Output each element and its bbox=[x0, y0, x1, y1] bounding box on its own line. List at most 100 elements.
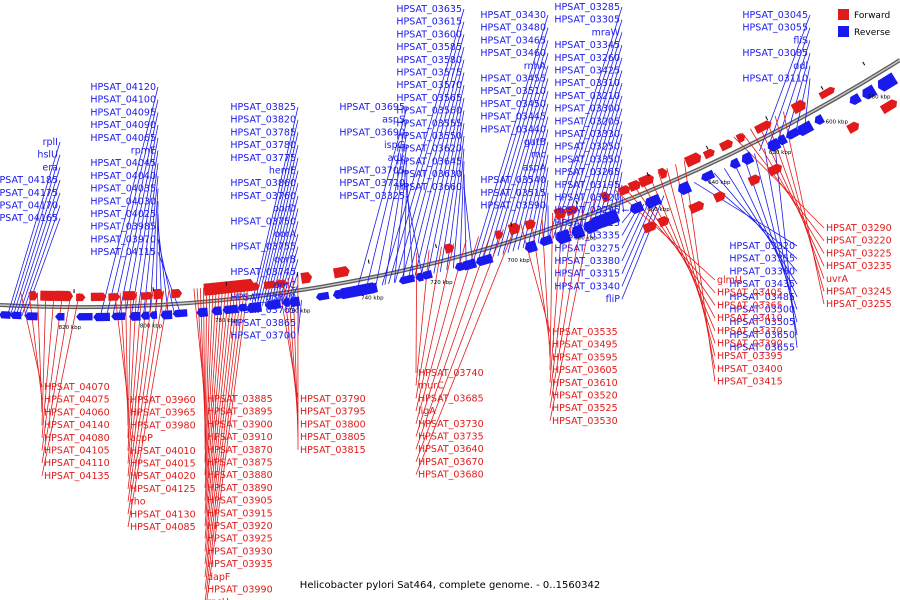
forward-gene-label: HPSAT_03365 bbox=[717, 300, 783, 311]
forward-leader-line bbox=[749, 128, 825, 254]
reverse-gene-label: hslU bbox=[37, 150, 58, 161]
legend-forward-swatch bbox=[838, 9, 849, 20]
forward-gene bbox=[153, 288, 164, 300]
reverse-gene-label: HPSAT_03785 bbox=[230, 127, 296, 138]
reverse-leader-line bbox=[542, 192, 549, 242]
forward-gene-label: HPSAT_03815 bbox=[300, 445, 366, 456]
reverse-gene-label: oorD bbox=[273, 204, 296, 215]
reverse-leader-line bbox=[381, 8, 465, 286]
forward-gene-label: dapF bbox=[207, 572, 230, 583]
reverse-gene-label: HPSAT_03485 bbox=[729, 292, 795, 303]
reverse-gene bbox=[264, 299, 282, 310]
forward-gene-label: HPSAT_04010 bbox=[130, 446, 196, 457]
forward-leader-line bbox=[415, 243, 455, 412]
reverse-leader-line bbox=[401, 46, 465, 282]
reverse-gene-label: HPSAT_03620 bbox=[396, 144, 462, 155]
forward-gene bbox=[203, 278, 255, 296]
reverse-leader-line bbox=[297, 300, 302, 336]
reverse-leader-line bbox=[439, 123, 465, 272]
reverse-gene-label: HPSAT_03425 bbox=[554, 66, 620, 77]
forward-gene bbox=[76, 293, 86, 302]
forward-gene-label: HPSAT_03895 bbox=[207, 407, 273, 418]
forward-gene-label: HPSAT_03960 bbox=[130, 395, 196, 406]
reverse-gene-label: HPSAT_04170 bbox=[0, 201, 58, 212]
forward-gene-label: rho bbox=[130, 497, 146, 508]
reverse-gene-label: HPSAT_03690 bbox=[339, 127, 405, 138]
reverse-gene bbox=[140, 311, 150, 320]
forward-gene-label: HPSAT_03605 bbox=[552, 365, 618, 376]
reverse-leader-line bbox=[356, 106, 408, 291]
forward-gene bbox=[494, 230, 504, 240]
forward-gene bbox=[879, 99, 898, 115]
forward-gene-label: glmU bbox=[717, 275, 742, 286]
reverse-leader-line bbox=[621, 197, 660, 287]
scale-tick-label: 620 kbp bbox=[769, 150, 792, 156]
forward-gene bbox=[507, 222, 521, 236]
reverse-gene bbox=[9, 311, 22, 320]
forward-gene-label: HPSAT_03735 bbox=[418, 432, 484, 443]
reverse-gene bbox=[93, 312, 111, 322]
reverse-gene bbox=[862, 84, 878, 100]
reverse-gene bbox=[701, 169, 716, 182]
forward-gene-label: HPSAT_04075 bbox=[44, 395, 110, 406]
reverse-leader-line bbox=[112, 112, 159, 317]
reverse-leader-line bbox=[407, 59, 465, 280]
forward-gene-label: HPSAT_04020 bbox=[130, 471, 196, 482]
forward-gene-label: HPSAT_03670 bbox=[418, 457, 484, 468]
scale-tick bbox=[510, 222, 513, 227]
reverse-leader-line bbox=[403, 170, 408, 281]
forward-gene-label: HPSAT_04140 bbox=[44, 420, 110, 431]
scale-tick bbox=[435, 243, 437, 249]
forward-gene-label: HPSAT_03900 bbox=[207, 419, 273, 430]
reverse-gene-label: HPSAT_03345 bbox=[554, 40, 620, 51]
scale-tick bbox=[367, 259, 370, 264]
reverse-gene bbox=[571, 224, 586, 239]
reverse-gene bbox=[590, 208, 621, 231]
reverse-leader-line bbox=[598, 133, 623, 222]
reverse-leader-line bbox=[537, 180, 549, 244]
reverse-gene bbox=[222, 304, 239, 315]
reverse-gene-label: HPSAT_03985 bbox=[90, 222, 156, 233]
forward-leader-line bbox=[41, 292, 55, 438]
reverse-gene bbox=[149, 311, 158, 320]
forward-gene bbox=[140, 292, 154, 300]
reverse-gene bbox=[415, 272, 424, 282]
reverse-gene-label: HPSAT_03570 bbox=[396, 80, 462, 91]
reverse-gene-label: HPSAT_03865 bbox=[230, 318, 296, 329]
forward-leader-line bbox=[204, 287, 211, 463]
forward-gene-label: HPSAT_03220 bbox=[826, 236, 892, 247]
reverse-gene bbox=[797, 120, 815, 137]
reverse-gene-label: HPSAT_03695 bbox=[339, 102, 405, 113]
reverse-gene-label: HPSAT_03630 bbox=[396, 169, 462, 180]
reverse-leader-line bbox=[613, 172, 623, 217]
reverse-leader-line bbox=[593, 121, 623, 224]
reverse-gene-label: HPSAT_03615 bbox=[396, 17, 462, 28]
forward-gene-label: HPSAT_03935 bbox=[207, 559, 273, 570]
forward-leader-line bbox=[125, 292, 129, 426]
reverse-leader-line bbox=[547, 6, 623, 240]
reverse-gene bbox=[0, 311, 11, 319]
reverse-leader-line bbox=[459, 161, 465, 267]
scale-tick-label: 600 kbp bbox=[826, 119, 849, 125]
forward-gene-label: HPSAT_03800 bbox=[300, 419, 366, 430]
scale-tick-label: 800 kbp bbox=[140, 323, 163, 329]
forward-gene bbox=[617, 185, 631, 197]
reverse-leader-line bbox=[256, 132, 299, 307]
forward-gene-label: HPSAT_03890 bbox=[207, 483, 273, 494]
reverse-gene-label: HPSAT_03355 bbox=[729, 254, 795, 265]
forward-leader-line bbox=[783, 111, 825, 305]
forward-gene-label: HPSAT_03395 bbox=[717, 351, 783, 362]
forward-gene bbox=[747, 174, 761, 187]
reverse-leader-line bbox=[777, 40, 811, 142]
forward-gene bbox=[683, 152, 702, 168]
reverse-gene-label: HPSAT_03215 bbox=[554, 218, 620, 229]
reverse-gene-label: HPSAT_03600 bbox=[396, 29, 462, 40]
forward-leader-line bbox=[204, 286, 217, 488]
reverse-gene-label: HPSAT_03555 bbox=[396, 118, 462, 129]
scale-tick-label: 820 kbp bbox=[59, 325, 82, 331]
reverse-gene-label: rnc bbox=[531, 150, 546, 161]
reverse-gene bbox=[785, 127, 801, 140]
reverse-leader-line bbox=[517, 129, 549, 250]
scale-tick bbox=[646, 172, 650, 177]
forward-leader-line bbox=[204, 286, 214, 476]
